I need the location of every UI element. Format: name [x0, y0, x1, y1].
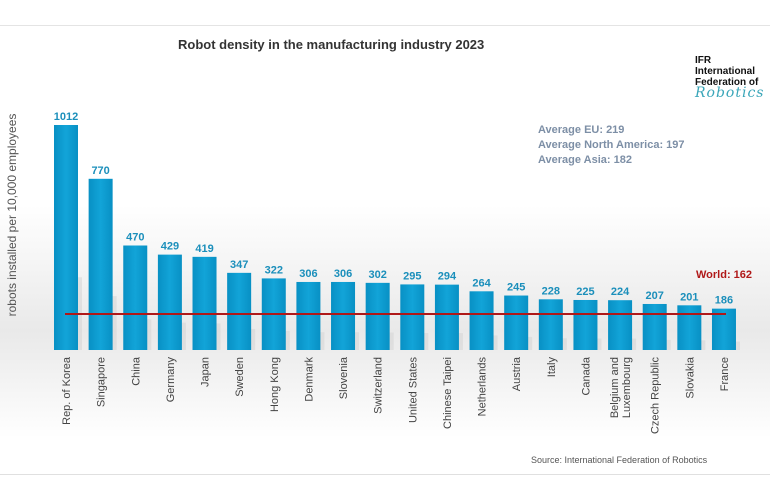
category-label: Rep. of Korea	[61, 356, 73, 425]
category-label: Switzerland	[373, 357, 385, 414]
logo-text: International	[695, 66, 756, 77]
category-label: Singapore	[96, 357, 108, 407]
category-label: United States	[407, 357, 419, 424]
chart-title: Robot density in the manufacturing indus…	[178, 37, 485, 52]
category-label: Canada	[580, 356, 592, 395]
value-label: 322	[265, 264, 283, 276]
bar-sweden	[227, 272, 252, 350]
value-label: 245	[507, 282, 525, 294]
value-label: 201	[680, 291, 698, 303]
category-label: Italy	[546, 357, 558, 378]
bar-austria	[504, 295, 529, 350]
category-label: Slovakia	[684, 356, 696, 398]
bar-denmark	[296, 281, 321, 350]
logo-text: Robotics	[695, 85, 765, 101]
bar-slovakia	[677, 305, 702, 350]
category-label: Sweden	[234, 357, 246, 397]
bar-china	[123, 245, 148, 350]
bar-singapore	[88, 178, 113, 350]
bar-france	[711, 308, 736, 350]
bar-czech-republic	[642, 303, 667, 350]
bar-canada	[573, 299, 598, 350]
category-label: Netherlands	[477, 357, 489, 417]
world-average-label: World: 162	[696, 269, 753, 281]
logo-text: Federation of	[695, 77, 759, 88]
bar-switzerland	[365, 282, 390, 350]
avg-eu: Average EU: 219	[538, 124, 625, 136]
avg-north-america: Average North America: 197	[538, 139, 685, 151]
value-label: 302	[368, 269, 386, 281]
category-label: Chinese Taipei	[442, 357, 454, 429]
category-label: France	[719, 357, 731, 391]
bar-italy	[538, 299, 563, 350]
value-label: 470	[126, 232, 144, 244]
category-label: Luxembourg	[621, 357, 633, 418]
bar-netherlands	[469, 291, 494, 350]
value-label: 228	[542, 285, 560, 297]
bar-chinese-taipei	[434, 284, 459, 350]
value-label: 306	[334, 268, 352, 280]
category-label: Japan	[200, 357, 212, 387]
value-label: 347	[230, 259, 248, 271]
source-note: Source: International Federation of Robo…	[531, 455, 708, 465]
value-label: 306	[299, 268, 317, 280]
category-label: Denmark	[303, 357, 315, 402]
averages-annotation: Average EU: 219 Average North America: 1…	[538, 123, 685, 168]
value-label: 224	[611, 286, 630, 298]
value-label: 770	[91, 165, 109, 177]
category-label: China	[130, 356, 142, 386]
category-label: Czech Republic	[650, 357, 662, 435]
category-label: Austria	[511, 356, 523, 391]
avg-asia: Average Asia: 182	[538, 154, 632, 166]
value-label: 419	[195, 243, 213, 255]
value-label: 186	[715, 295, 733, 307]
value-label: 207	[646, 290, 664, 302]
category-label: Belgium and	[609, 357, 621, 418]
bar-germany	[157, 254, 182, 350]
value-label: 294	[438, 271, 457, 283]
category-label: Hong Kong	[269, 357, 281, 412]
category-label: Slovenia	[338, 356, 350, 399]
bar-rep-of-korea	[54, 125, 78, 350]
ifr-logo: IFR International Federation of Robotics	[695, 55, 765, 101]
value-label: 1012	[54, 111, 78, 123]
logo-text: IFR	[695, 55, 712, 66]
value-label: 295	[403, 270, 421, 282]
value-label: 264	[472, 277, 491, 289]
bar-japan	[192, 256, 217, 350]
bar-united-states	[400, 284, 425, 350]
value-label: 429	[161, 241, 179, 253]
bar-slovenia	[331, 281, 356, 350]
bar-belgium-and-luxembourg	[608, 300, 633, 350]
category-label: Germany	[165, 357, 177, 403]
value-label: 225	[576, 286, 594, 298]
